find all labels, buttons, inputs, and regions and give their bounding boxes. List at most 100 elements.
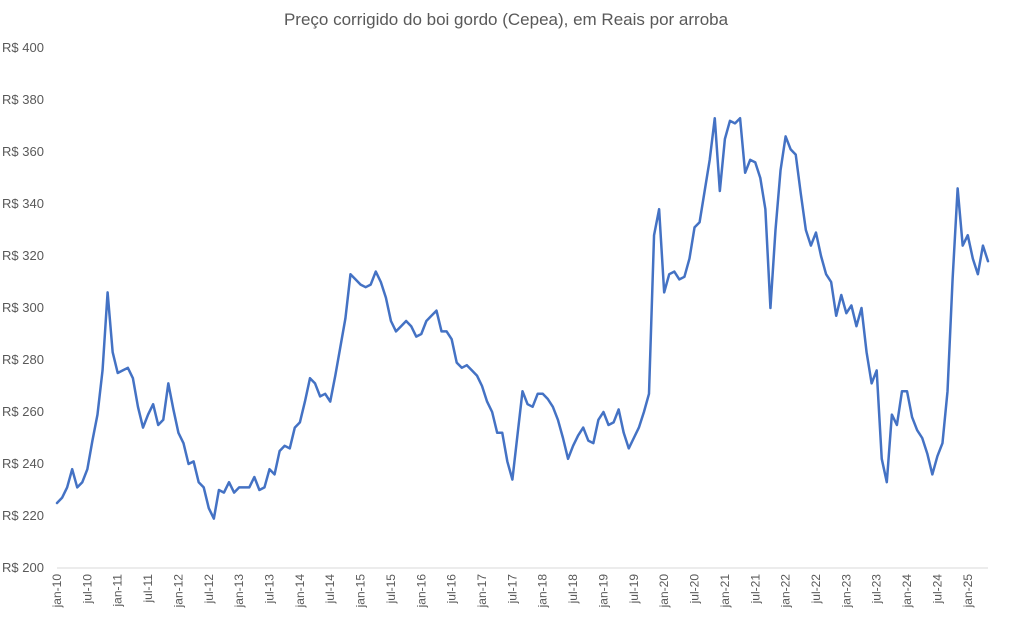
data-point [870, 382, 872, 384]
data-point [56, 502, 58, 504]
data-point [860, 307, 862, 309]
data-point [623, 432, 625, 434]
x-tick-label: jan-16 [414, 574, 428, 609]
x-tick-label: jul-15 [384, 574, 398, 605]
data-point [881, 458, 883, 460]
data-point [536, 393, 538, 395]
x-tick-label: jan-13 [232, 574, 246, 609]
data-point [714, 117, 716, 119]
data-point [228, 481, 230, 483]
data-point [410, 325, 412, 327]
data-point [506, 460, 508, 462]
y-tick-label: R$ 360 [2, 144, 44, 159]
data-point [597, 419, 599, 421]
data-point [719, 190, 721, 192]
data-point [840, 294, 842, 296]
data-point [602, 411, 604, 413]
data-point [278, 450, 280, 452]
x-tick-label: jan-17 [475, 574, 489, 609]
data-point [466, 364, 468, 366]
data-point [491, 411, 493, 413]
data-point [815, 231, 817, 233]
x-tick-label: jan-23 [839, 574, 853, 609]
x-tick-label: jan-24 [900, 574, 914, 609]
data-point [607, 424, 609, 426]
data-point [238, 486, 240, 488]
x-tick-label: jan-10 [50, 574, 64, 609]
data-point [450, 338, 452, 340]
data-point [784, 135, 786, 137]
x-tick-label: jan-11 [111, 574, 125, 608]
data-point [430, 315, 432, 317]
data-point [916, 429, 918, 431]
data-point [628, 447, 630, 449]
data-point [440, 330, 442, 332]
data-point [501, 432, 503, 434]
data-point [582, 426, 584, 428]
data-point [435, 309, 437, 311]
data-point [977, 273, 979, 275]
data-point [663, 291, 665, 293]
data-point [263, 486, 265, 488]
data-point [81, 481, 83, 483]
data-point [638, 426, 640, 428]
data-point [187, 463, 189, 465]
data-point [557, 419, 559, 421]
data-point [349, 273, 351, 275]
data-point [359, 283, 361, 285]
data-point [906, 390, 908, 392]
data-point [542, 393, 544, 395]
data-point [86, 468, 88, 470]
data-point [101, 369, 103, 371]
data-point [982, 244, 984, 246]
x-tick-label: jan-22 [779, 574, 793, 609]
data-point [936, 455, 938, 457]
data-point [319, 395, 321, 397]
data-point [724, 138, 726, 140]
y-tick-label: R$ 200 [2, 560, 44, 575]
data-point [243, 486, 245, 488]
data-point [66, 486, 68, 488]
series-line [55, 116, 990, 520]
data-point [122, 369, 124, 371]
x-tick-label: jan-20 [657, 574, 671, 609]
data-point [76, 486, 78, 488]
data-point [830, 281, 832, 283]
data-point [855, 325, 857, 327]
data-point [896, 424, 898, 426]
data-point [197, 481, 199, 483]
x-tick-label: jul-21 [748, 574, 762, 605]
data-point [688, 257, 690, 259]
data-point [987, 260, 989, 262]
data-point [653, 234, 655, 236]
data-point [354, 278, 356, 280]
data-point [886, 481, 888, 483]
data-point [587, 439, 589, 441]
data-point [805, 229, 807, 231]
data-point [309, 377, 311, 379]
data-point [471, 369, 473, 371]
data-point [71, 468, 73, 470]
data-point [577, 434, 579, 436]
data-point [612, 421, 614, 423]
data-point [218, 489, 220, 491]
data-point [172, 408, 174, 410]
data-point [769, 307, 771, 309]
data-point [926, 452, 928, 454]
data-point [835, 315, 837, 317]
data-point [137, 406, 139, 408]
x-tick-label: jan-19 [596, 574, 610, 609]
data-point [273, 473, 275, 475]
data-point [208, 507, 210, 509]
data-point [795, 153, 797, 155]
data-point [931, 473, 933, 475]
data-point [739, 117, 741, 119]
data-point [385, 296, 387, 298]
data-point [744, 172, 746, 174]
data-point [496, 432, 498, 434]
data-point [875, 369, 877, 371]
x-tick-label: jul-10 [80, 574, 94, 605]
data-point [668, 273, 670, 275]
